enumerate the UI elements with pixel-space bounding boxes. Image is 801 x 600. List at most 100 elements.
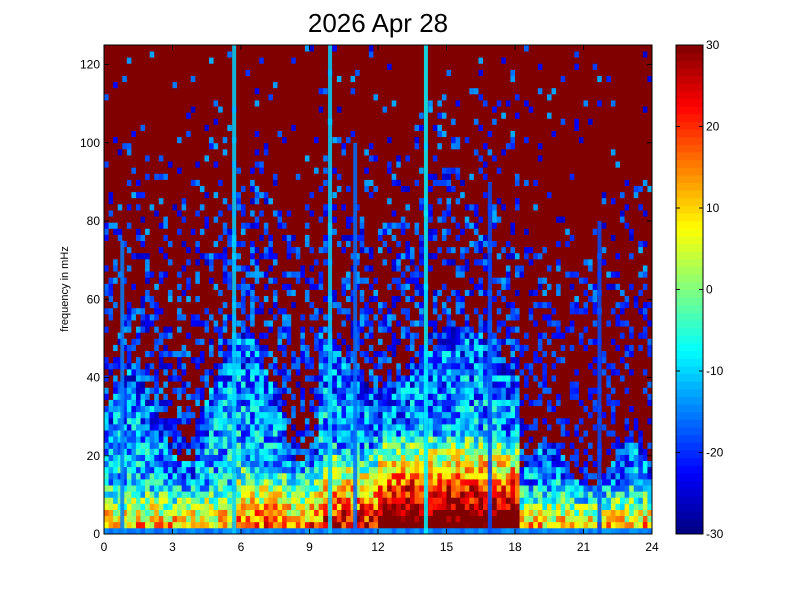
colorbar-segment: [676, 136, 703, 145]
colorbar-segment: [676, 67, 703, 77]
colorbar-segment: [676, 213, 703, 222]
colorbar-segment: [676, 358, 703, 367]
colorbar-segment: [676, 75, 703, 84]
x-tick-label: 15: [440, 540, 454, 554]
colorbar-segment: [676, 442, 703, 451]
colorbar-segment: [676, 98, 703, 107]
colorbar-segment: [676, 281, 703, 290]
colorbar-segment: [676, 457, 703, 466]
spectrogram-heatmap: [104, 45, 653, 535]
y-tick-label: 20: [87, 449, 101, 463]
colorbar-segment: [676, 251, 703, 260]
colorbar-segment: [676, 411, 703, 420]
colorbar-segment: [676, 518, 703, 527]
vertical-streak-3: [353, 142, 358, 535]
colorbar-segment: [676, 228, 703, 237]
y-tick-label: 0: [93, 527, 100, 541]
colorbar-segment: [676, 449, 703, 459]
colorbar-segment: [676, 159, 703, 168]
colorbar-segment: [676, 342, 703, 352]
colorbar-segment: [676, 304, 703, 313]
colorbar-segment: [676, 60, 703, 69]
colorbar-segment: [676, 266, 703, 275]
x-tick-label: 3: [169, 540, 176, 554]
colorbar-tick-label: 30: [706, 38, 720, 52]
x-axis-ticks: 0 3 6 9 12 15 18 21 24: [101, 45, 659, 554]
colorbar-segment: [676, 274, 703, 283]
colorbar-segment: [676, 106, 703, 115]
y-tick-label: 40: [87, 371, 101, 385]
colorbar-segment: [676, 182, 703, 191]
vertical-streak-1: [232, 45, 237, 534]
colorbar-segment: [676, 472, 703, 482]
colorbar-segment: [676, 396, 703, 405]
colorbar-segment: [676, 350, 703, 359]
colorbar-segment: [676, 83, 703, 92]
colorbar-segment: [676, 335, 703, 344]
colorbar-tick-label: -30: [706, 527, 724, 541]
y-tick-label: 120: [80, 58, 100, 72]
colorbar-segment: [676, 220, 703, 229]
colorbar-ticks: -30 -20 -10 0 10 20 30: [676, 38, 724, 541]
vertical-streak-2: [328, 45, 333, 534]
colorbar-segment: [676, 236, 703, 245]
colorbar-segment: [676, 258, 703, 268]
colorbar-segment: [676, 365, 703, 375]
colorbar-segment: [676, 465, 703, 474]
x-tick-label: 9: [306, 540, 313, 554]
x-tick-label: 18: [508, 540, 522, 554]
y-tick-label: 100: [80, 136, 100, 150]
colorbar-segment: [676, 381, 703, 390]
colorbar-segment: [676, 113, 703, 122]
colorbar-segment: [676, 404, 703, 413]
colorbar-segment: [676, 121, 703, 130]
x-tick-label: 6: [238, 540, 245, 554]
colorbar-segment: [676, 205, 703, 214]
colorbar-segment: [676, 167, 703, 176]
y-axis-ticks: 0 20 40 60 80 100 120: [80, 58, 652, 541]
y-axis-label: frequency in mHz: [59, 246, 71, 332]
colorbar-tick-label: 0: [706, 283, 713, 297]
colorbar-segment: [676, 312, 703, 321]
colorbar-segment: [676, 526, 703, 535]
colorbar-segment: [676, 243, 703, 252]
colorbar-segment: [676, 144, 703, 153]
x-tick-label: 21: [577, 540, 591, 554]
y-tick-label: 80: [87, 214, 101, 228]
colorbar-segment: [676, 427, 703, 436]
vertical-streak-6: [597, 221, 602, 535]
colorbar-segment: [676, 151, 703, 161]
colorbar: [676, 45, 703, 535]
colorbar-segment: [676, 327, 703, 336]
colorbar-segment: [676, 320, 703, 329]
colorbar-segment: [676, 419, 703, 428]
colorbar-segment: [676, 289, 703, 298]
colorbar-segment: [676, 90, 703, 99]
colorbar-segment: [676, 480, 703, 489]
colorbar-segment: [676, 434, 703, 443]
colorbar-tick-label: -10: [706, 364, 724, 378]
chart-title: 2026 Apr 28: [308, 8, 448, 38]
x-tick-label: 0: [101, 540, 108, 554]
colorbar-segment: [676, 388, 703, 397]
colorbar-segment: [676, 373, 703, 382]
colorbar-segment: [676, 129, 703, 138]
colorbar-segment: [676, 297, 703, 306]
x-tick-label: 24: [645, 540, 659, 554]
colorbar-segment: [676, 45, 703, 54]
vertical-streak-5: [487, 181, 492, 535]
colorbar-tick-label: -20: [706, 446, 724, 460]
colorbar-segment: [676, 174, 703, 184]
colorbar-tick-label: 10: [706, 201, 720, 215]
x-tick-label: 12: [371, 540, 385, 554]
colorbar-segment: [676, 511, 703, 520]
colorbar-segment: [676, 495, 703, 504]
colorbar-segment: [676, 52, 703, 61]
colorbar-segment: [676, 503, 703, 512]
vertical-streak-4: [423, 45, 428, 534]
colorbar-tick-label: 20: [706, 120, 720, 134]
colorbar-segment: [676, 197, 703, 206]
colorbar-segment: [676, 488, 703, 497]
colorbar-segment: [676, 190, 703, 199]
vertical-streak-0: [120, 240, 125, 534]
